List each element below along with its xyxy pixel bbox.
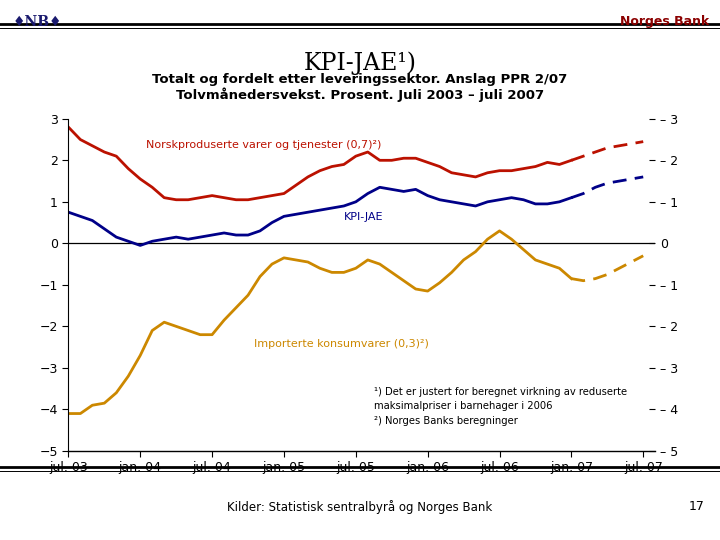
Text: maksimalpriser i barnehager i 2006: maksimalpriser i barnehager i 2006 (374, 401, 552, 411)
Text: Totalt og fordelt etter leveringssektor. Anslag PPR 2/07: Totalt og fordelt etter leveringssektor.… (153, 73, 567, 86)
Text: KPI-JAE¹): KPI-JAE¹) (304, 51, 416, 75)
Text: ¹) Det er justert for beregnet virkning av reduserte: ¹) Det er justert for beregnet virkning … (374, 387, 627, 396)
Text: Importerte konsumvarer (0,3)²): Importerte konsumvarer (0,3)²) (254, 339, 429, 349)
Text: Norskproduserte varer og tjenester (0,7)²): Norskproduserte varer og tjenester (0,7)… (146, 140, 382, 150)
Text: KPI-JAE: KPI-JAE (344, 212, 383, 222)
Text: Tolvmånedersvekst. Prosent. Juli 2003 – juli 2007: Tolvmånedersvekst. Prosent. Juli 2003 – … (176, 87, 544, 102)
Text: ♦NB♦: ♦NB♦ (13, 15, 63, 29)
Text: 17: 17 (688, 500, 704, 513)
Text: ²) Norges Banks beregninger: ²) Norges Banks beregninger (374, 416, 518, 426)
Text: Kilder: Statistisk sentralbyrå og Norges Bank: Kilder: Statistisk sentralbyrå og Norges… (228, 500, 492, 514)
Text: Norges Bank: Norges Bank (620, 15, 709, 28)
